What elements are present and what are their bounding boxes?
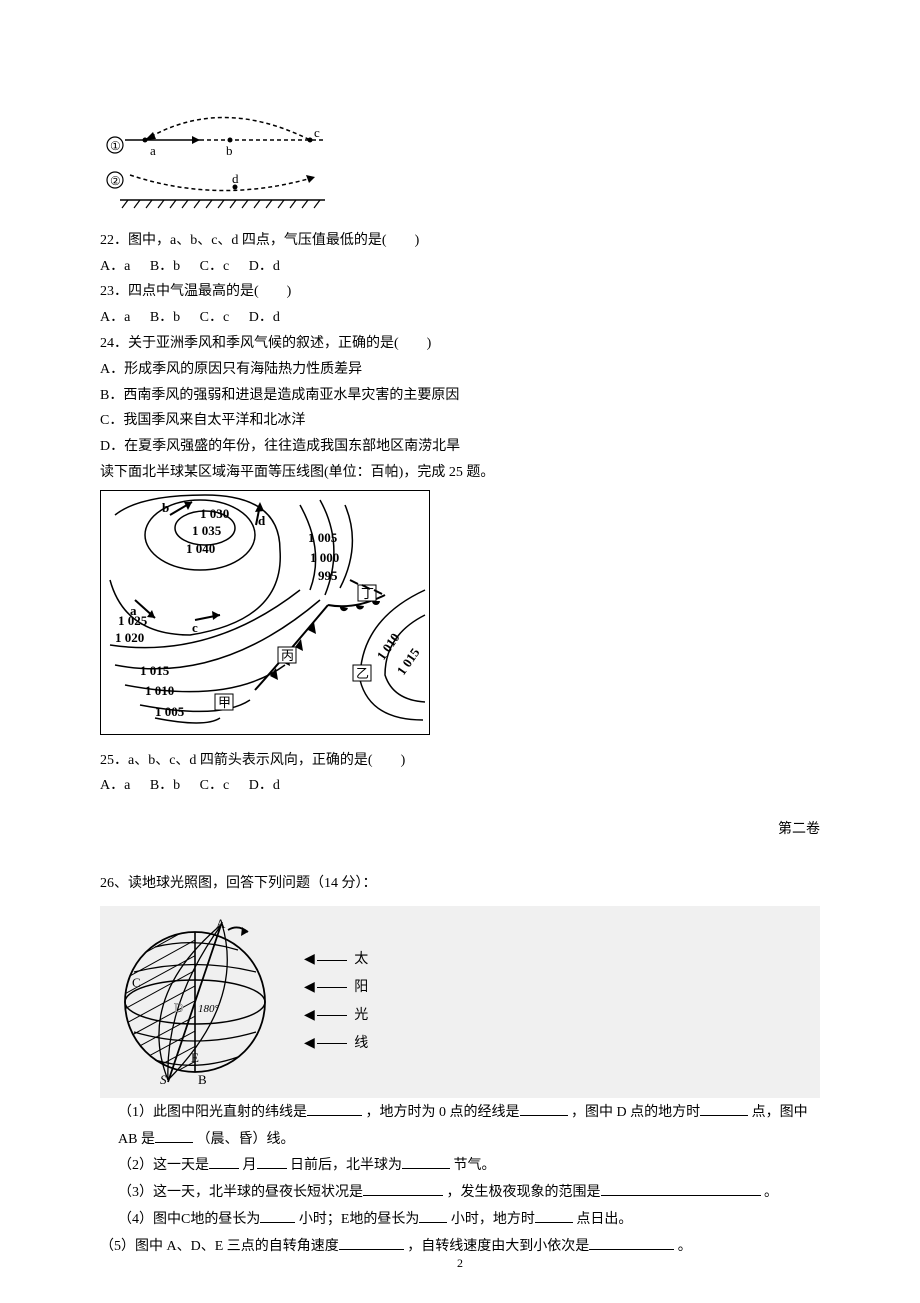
q22-a: A．a	[100, 255, 130, 279]
svg-text:b: b	[162, 500, 169, 515]
q23-a: A．a	[100, 306, 130, 330]
svg-text:1 000: 1 000	[310, 550, 339, 565]
q26-4c: 小时，地方时	[451, 1212, 535, 1227]
q26-2d: 节气。	[454, 1158, 496, 1173]
svg-text:乙: 乙	[356, 666, 369, 681]
q24-c: C．我国季风来自太平洋和北冰洋	[100, 409, 820, 433]
q26-4d: 点日出。	[576, 1212, 632, 1227]
q22-d: D．d	[249, 255, 280, 279]
q25-stem: 25．a、b、c、d 四箭头表示风向，正确的是( )	[100, 749, 820, 773]
sun-arrows: ◀ 太 ◀ 阳 ◀ 光 ◀ 线	[304, 948, 368, 1055]
section-title: 第二卷	[100, 818, 820, 842]
circulation-diagram: a b c ① ② d	[100, 85, 820, 224]
q22-stem: 22．图中，a、b、c、d 四点，气压值最低的是( )	[100, 229, 820, 253]
q26-5b: ，自转线速度由大到小依次是	[407, 1239, 589, 1254]
svg-text:180°: 180°	[198, 1003, 220, 1015]
q26-2a: （2）这一天是	[118, 1158, 209, 1173]
svg-text:1 040: 1 040	[186, 541, 215, 556]
svg-text:1 015: 1 015	[394, 645, 423, 678]
svg-text:A: A	[216, 916, 226, 931]
q24-b: B．西南季风的强弱和进退是造成南亚水旱灾害的主要原因	[100, 384, 820, 408]
svg-text:1 035: 1 035	[192, 523, 222, 538]
svg-text:B: B	[198, 1072, 207, 1087]
q24-d: D．在夏季风强盛的年份，往往造成我国东部地区南涝北旱	[100, 435, 820, 459]
svg-text:D: D	[174, 1000, 183, 1015]
q26-1a: （1）此图中阳光直射的纬线是	[118, 1105, 307, 1120]
q26-1d: 点，图中	[752, 1105, 808, 1120]
point-d-label: d	[232, 171, 239, 186]
svg-text:甲: 甲	[218, 695, 231, 710]
q22-b: B．b	[150, 255, 180, 279]
svg-text:1 010: 1 010	[145, 683, 174, 698]
svg-text:d: d	[258, 513, 266, 528]
svg-text:a: a	[130, 603, 137, 618]
svg-text:c: c	[192, 620, 198, 635]
q26-4a: （4）图中C地的昼长为	[118, 1212, 260, 1227]
q26-1e: AB 是	[118, 1132, 155, 1147]
svg-text:1 005: 1 005	[155, 704, 185, 719]
q23-c: C．c	[200, 306, 230, 330]
svg-text:S: S	[160, 1072, 167, 1087]
q25-b: B．b	[150, 774, 180, 798]
q26-1c: ，图中 D 点的地方时	[571, 1105, 700, 1120]
globe-diagram: A C D 180° E S B	[110, 912, 290, 1092]
q24-stem: 24．关于亚洲季风和季风气候的叙述，正确的是( )	[100, 332, 820, 356]
isobar-diagram: 1 030 1 035 1 040 1 025 1 020 1 015 1 01…	[100, 490, 820, 744]
q25-c: C．c	[200, 774, 230, 798]
q23-choices: A．a B．b C．c D．d	[100, 306, 820, 330]
q26-1b: ，地方时为 0 点的经线是	[366, 1105, 520, 1120]
svg-text:1 015: 1 015	[140, 663, 170, 678]
svg-text:1 005: 1 005	[308, 530, 338, 545]
q25-intro: 读下面北半球某区域海平面等压线图(单位：百帕)，完成 25 题。	[100, 461, 820, 485]
circle-1-label: ①	[110, 139, 121, 153]
page-number: 2	[457, 1253, 463, 1273]
q26-2b: 月	[243, 1158, 257, 1173]
q26-4b: 小时；E地的昼长为	[299, 1212, 420, 1227]
svg-text:丙: 丙	[281, 648, 294, 663]
svg-text:1 030: 1 030	[200, 506, 229, 521]
globe-diagram-block: A C D 180° E S B ◀ 太 ◀ 阳 ◀ 光 ◀ 线	[100, 906, 820, 1098]
point-b-label: b	[226, 143, 233, 158]
q26-5a: （5）图中 A、D、E 三点的自转角速度	[100, 1239, 339, 1254]
svg-text:1 020: 1 020	[115, 630, 144, 645]
q26-1f: （晨、昏）线。	[196, 1132, 294, 1147]
svg-text:C: C	[132, 975, 141, 990]
q26-5c: 。	[678, 1239, 692, 1254]
point-c-label: c	[314, 125, 320, 140]
q24-a: A．形成季风的原因只有海陆热力性质差异	[100, 358, 820, 382]
q22-choices: A．a B．b C．c D．d	[100, 255, 820, 279]
q25-d: D．d	[249, 774, 280, 798]
q26-2c: 日前后，北半球为	[290, 1158, 402, 1173]
point-a-label: a	[150, 143, 156, 158]
q26-3b: ，发生极夜现象的范围是	[447, 1185, 601, 1200]
q23-stem: 23．四点中气温最高的是( )	[100, 280, 820, 304]
q22-c: C．c	[200, 255, 230, 279]
svg-text:E: E	[191, 1050, 199, 1065]
q26-3c: 。	[764, 1185, 778, 1200]
q26-stem: 26、读地球光照图，回答下列问题（14 分）：	[100, 872, 820, 896]
q25-a: A．a	[100, 774, 130, 798]
q25-choices: A．a B．b C．c D．d	[100, 774, 820, 798]
circle-2-label: ②	[110, 174, 121, 188]
q26-3a: （3）这一天，北半球的昼夜长短状况是	[118, 1185, 363, 1200]
svg-text:995: 995	[318, 568, 338, 583]
q23-d: D．d	[249, 306, 280, 330]
q23-b: B．b	[150, 306, 180, 330]
q26-subquestions: （1）此图中阳光直射的纬线是 ，地方时为 0 点的经线是 ，图中 D 点的地方时…	[100, 1101, 820, 1259]
